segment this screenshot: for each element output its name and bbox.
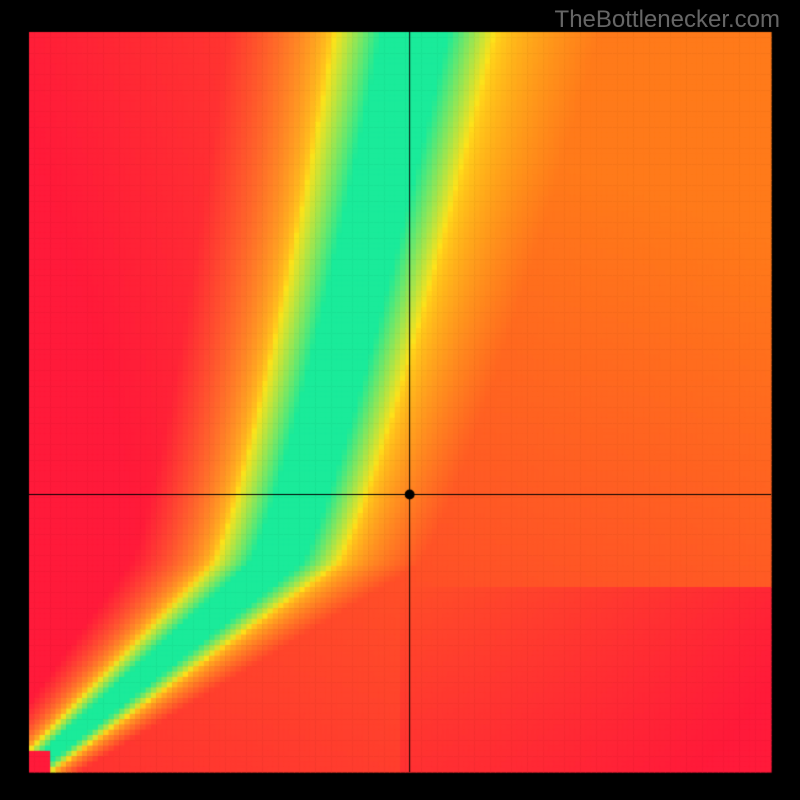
- watermark-text: TheBottlenecker.com: [555, 6, 780, 34]
- heatmap-canvas: [0, 0, 800, 800]
- chart-container: TheBottlenecker.com: [0, 0, 800, 800]
